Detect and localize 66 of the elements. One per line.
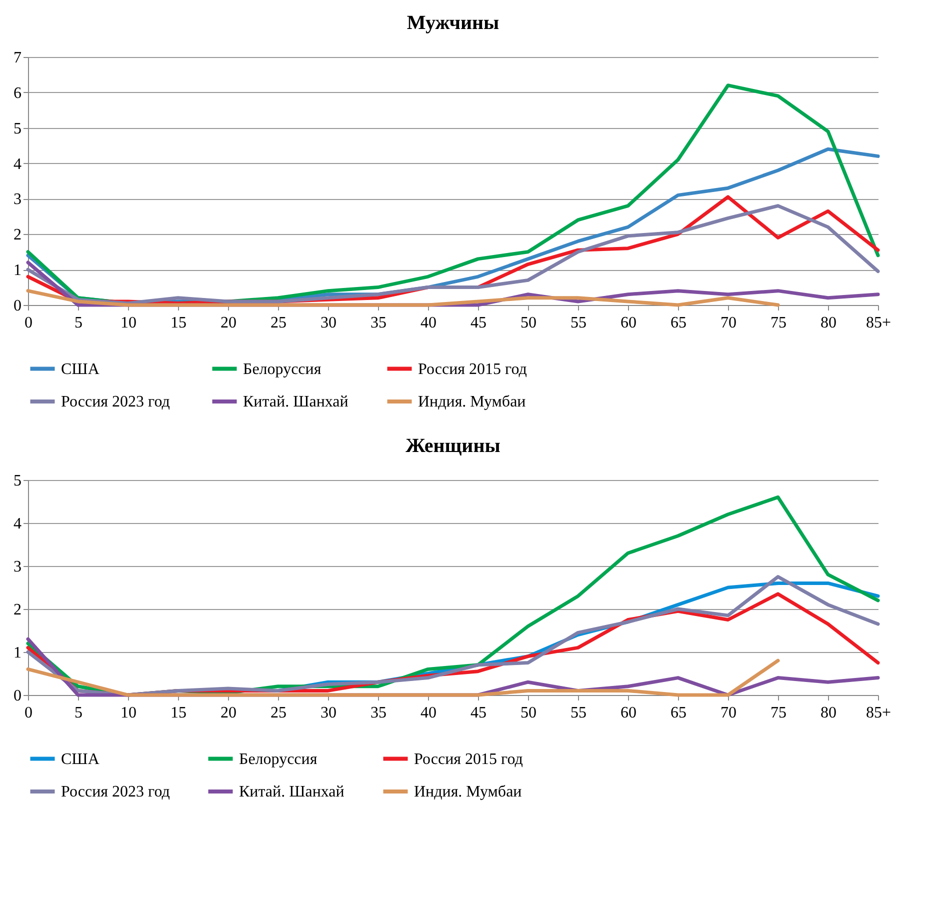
y-tick-label: 2: [14, 602, 22, 618]
legend-label: Китай. Шанхай: [239, 784, 345, 800]
legend-label: Россия 2023 год: [61, 784, 170, 800]
legend-label: Индия. Мумбаи: [414, 784, 522, 800]
y-tick-label: 1: [14, 644, 22, 662]
x-tick-label: 15: [170, 704, 186, 722]
x-tick-label: 0: [24, 704, 32, 722]
x-tick-label: 55: [570, 704, 586, 722]
y-tick-label: 6: [14, 84, 22, 102]
y-tick-label: 1: [14, 262, 22, 280]
x-tick-label: 25: [270, 704, 286, 722]
legend-label: Китай. Шанхай: [243, 394, 349, 410]
x-tick-label: 60: [620, 314, 636, 332]
x-tick-label: 45: [470, 314, 486, 332]
x-tick-label: 75: [770, 314, 786, 332]
legend-label: Россия 2023 год: [61, 394, 170, 410]
x-tick-label: 65: [670, 314, 686, 332]
x-tick-label: 50: [520, 704, 536, 722]
x-tick-label: 10: [120, 314, 136, 332]
y-tick-label: 3: [14, 191, 22, 208]
x-tick-label: 30: [320, 314, 336, 332]
x-tick-label: 5: [74, 314, 82, 332]
y-tick-label: 0: [14, 298, 22, 314]
legend-label: Белоруссия: [243, 360, 322, 378]
x-tick-label: 75: [770, 704, 786, 722]
x-tick-label: 65: [670, 704, 686, 722]
x-tick-label: 40: [420, 314, 436, 332]
x-tick-label: 40: [420, 704, 436, 722]
x-tick-label: 80: [820, 314, 836, 332]
y-tick-label: 2: [14, 226, 22, 244]
legend-label: Россия 2015 год: [414, 750, 523, 768]
x-tick-label: 35: [370, 704, 386, 722]
x-tick-label: 70: [720, 704, 736, 722]
y-tick-label: 7: [14, 50, 22, 66]
x-tick-label: 5: [74, 704, 82, 722]
y-tick-label: 4: [14, 516, 22, 532]
x-tick-label: 80: [820, 704, 836, 722]
legend-label: США: [61, 750, 100, 768]
chart-title: Мужчины: [406, 12, 500, 34]
x-tick-label: 35: [370, 314, 386, 332]
y-tick-label: 0: [14, 688, 22, 704]
x-tick-label: 50: [520, 314, 536, 332]
x-tick-label: 85+: [866, 704, 892, 722]
x-tick-label: 45: [470, 704, 486, 722]
chart-title: Женщины: [406, 435, 501, 457]
legend-label: Белоруссия: [239, 750, 318, 768]
x-tick-label: 60: [620, 704, 636, 722]
legend-label: Россия 2015 год: [418, 360, 527, 378]
x-tick-label: 70: [720, 314, 736, 332]
x-tick-label: 85+: [866, 314, 892, 332]
x-tick-label: 10: [120, 704, 136, 722]
x-tick-label: 0: [24, 314, 32, 332]
x-tick-label: 30: [320, 704, 336, 722]
y-tick-label: 5: [14, 120, 22, 138]
x-tick-label: 55: [570, 314, 586, 332]
x-tick-label: 20: [220, 704, 236, 722]
y-tick-label: 4: [14, 156, 22, 173]
legend-label: Индия. Мумбаи: [418, 394, 526, 410]
legend-label: США: [61, 360, 100, 378]
y-tick-label: 3: [14, 558, 22, 576]
x-tick-label: 25: [270, 314, 286, 332]
y-tick-label: 5: [14, 472, 22, 490]
line-series: [26, 658, 780, 697]
x-tick-label: 20: [220, 314, 236, 332]
line-series: [26, 289, 780, 307]
x-tick-label: 15: [170, 314, 186, 332]
